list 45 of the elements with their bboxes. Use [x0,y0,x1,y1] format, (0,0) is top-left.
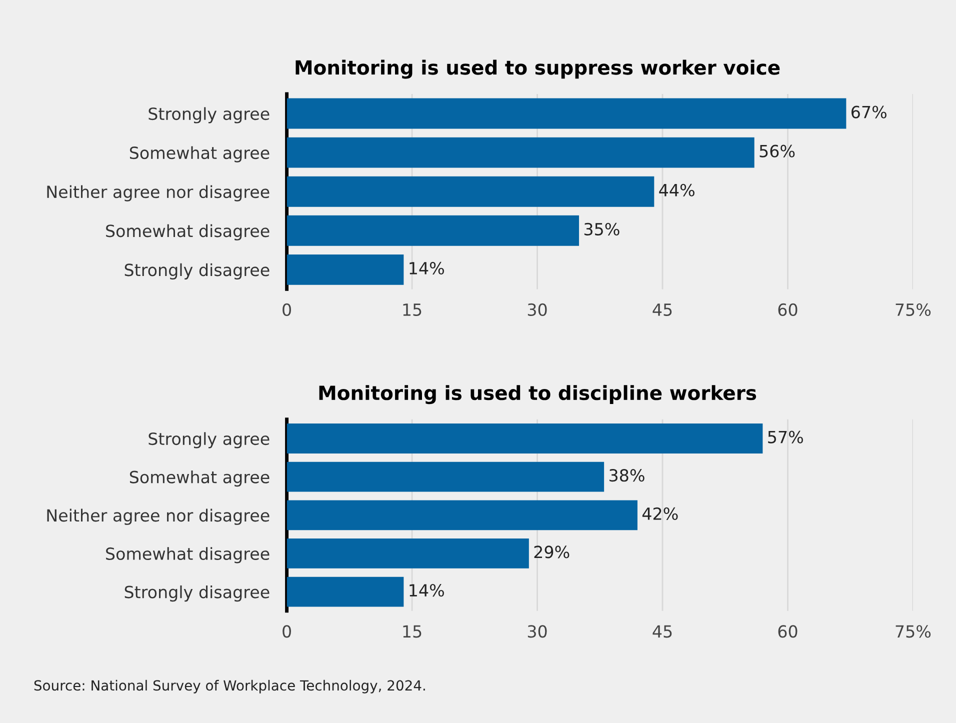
bar [286,462,604,492]
y-tick-label: Neither agree nor disagree [47,508,270,525]
bar [286,98,846,129]
bar [286,176,654,207]
y-tick-label: Strongly disagree [124,263,270,280]
y-tick-label: Strongly disagree [124,585,270,602]
data-label: 57% [768,430,803,444]
y-tick-label: Neither agree nor disagree [47,185,270,202]
bar [286,538,529,568]
x-tick-label: 15 [403,625,422,638]
data-label: 29% [534,546,570,558]
x-tick-label: 75% [896,625,931,638]
x-tick-label: 45 [652,304,672,316]
chart-title: Monitoring is used to discipline workers [319,385,756,404]
data-label: 42% [642,507,678,520]
bar [286,500,638,530]
x-tick-label: 60 [778,625,798,638]
chart-title: Monitoring is used to suppress worker voice [296,60,780,79]
x-tick-label: 30 [528,303,547,316]
x-tick-label: 15 [403,304,422,316]
source-note: Source: National Survey of Workplace Technology, 2024. [34,680,425,694]
bar [286,424,763,454]
data-label: 38% [610,469,644,482]
bar [286,137,754,168]
x-tick-label: 60 [778,303,798,316]
data-label: 44% [659,184,694,196]
bar [286,254,404,285]
data-label: 56% [760,144,795,158]
y-tick-label: Somewhat disagree [106,224,270,240]
x-tick-label: 30 [528,625,547,638]
x-tick-label: 45 [652,625,672,638]
data-label: 14% [410,584,444,597]
y-tick-label: Strongly agree [148,432,270,448]
x-tick-label: 0 [282,625,291,638]
y-tick-label: Strongly agree [148,107,270,124]
x-tick-label: 0 [282,303,291,316]
x-tick-label: 75% [896,303,931,316]
bar [286,576,404,607]
y-tick-label: Somewhat disagree [106,547,270,564]
data-label: 67% [852,106,886,118]
bar [286,215,580,246]
data-label: 14% [410,262,444,275]
y-tick-label: Somewhat agree [130,146,270,162]
data-label: 35% [584,222,620,236]
y-tick-label: Somewhat agree [130,470,270,487]
